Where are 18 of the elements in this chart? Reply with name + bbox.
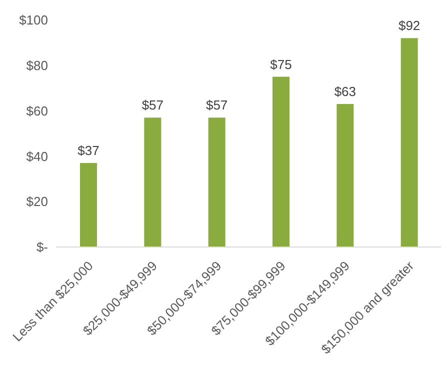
y-tick-label: $60 [26, 103, 48, 118]
data-label: $92 [398, 18, 420, 34]
y-tick-label: $100 [19, 12, 48, 28]
bar [400, 38, 418, 247]
y-tick-label: $20 [26, 194, 48, 210]
data-label: $75 [270, 56, 292, 72]
bar [336, 104, 354, 247]
y-tick-label: $- [36, 240, 48, 255]
data-label: $37 [78, 143, 100, 158]
bar [144, 118, 162, 247]
bar [208, 118, 226, 247]
data-label: $63 [334, 84, 356, 99]
y-tick-label: $40 [26, 148, 48, 164]
y-tick-label: $80 [26, 58, 48, 74]
data-label: $57 [142, 98, 164, 113]
bar [272, 76, 290, 247]
data-label: $57 [206, 98, 228, 113]
bar [80, 163, 97, 247]
